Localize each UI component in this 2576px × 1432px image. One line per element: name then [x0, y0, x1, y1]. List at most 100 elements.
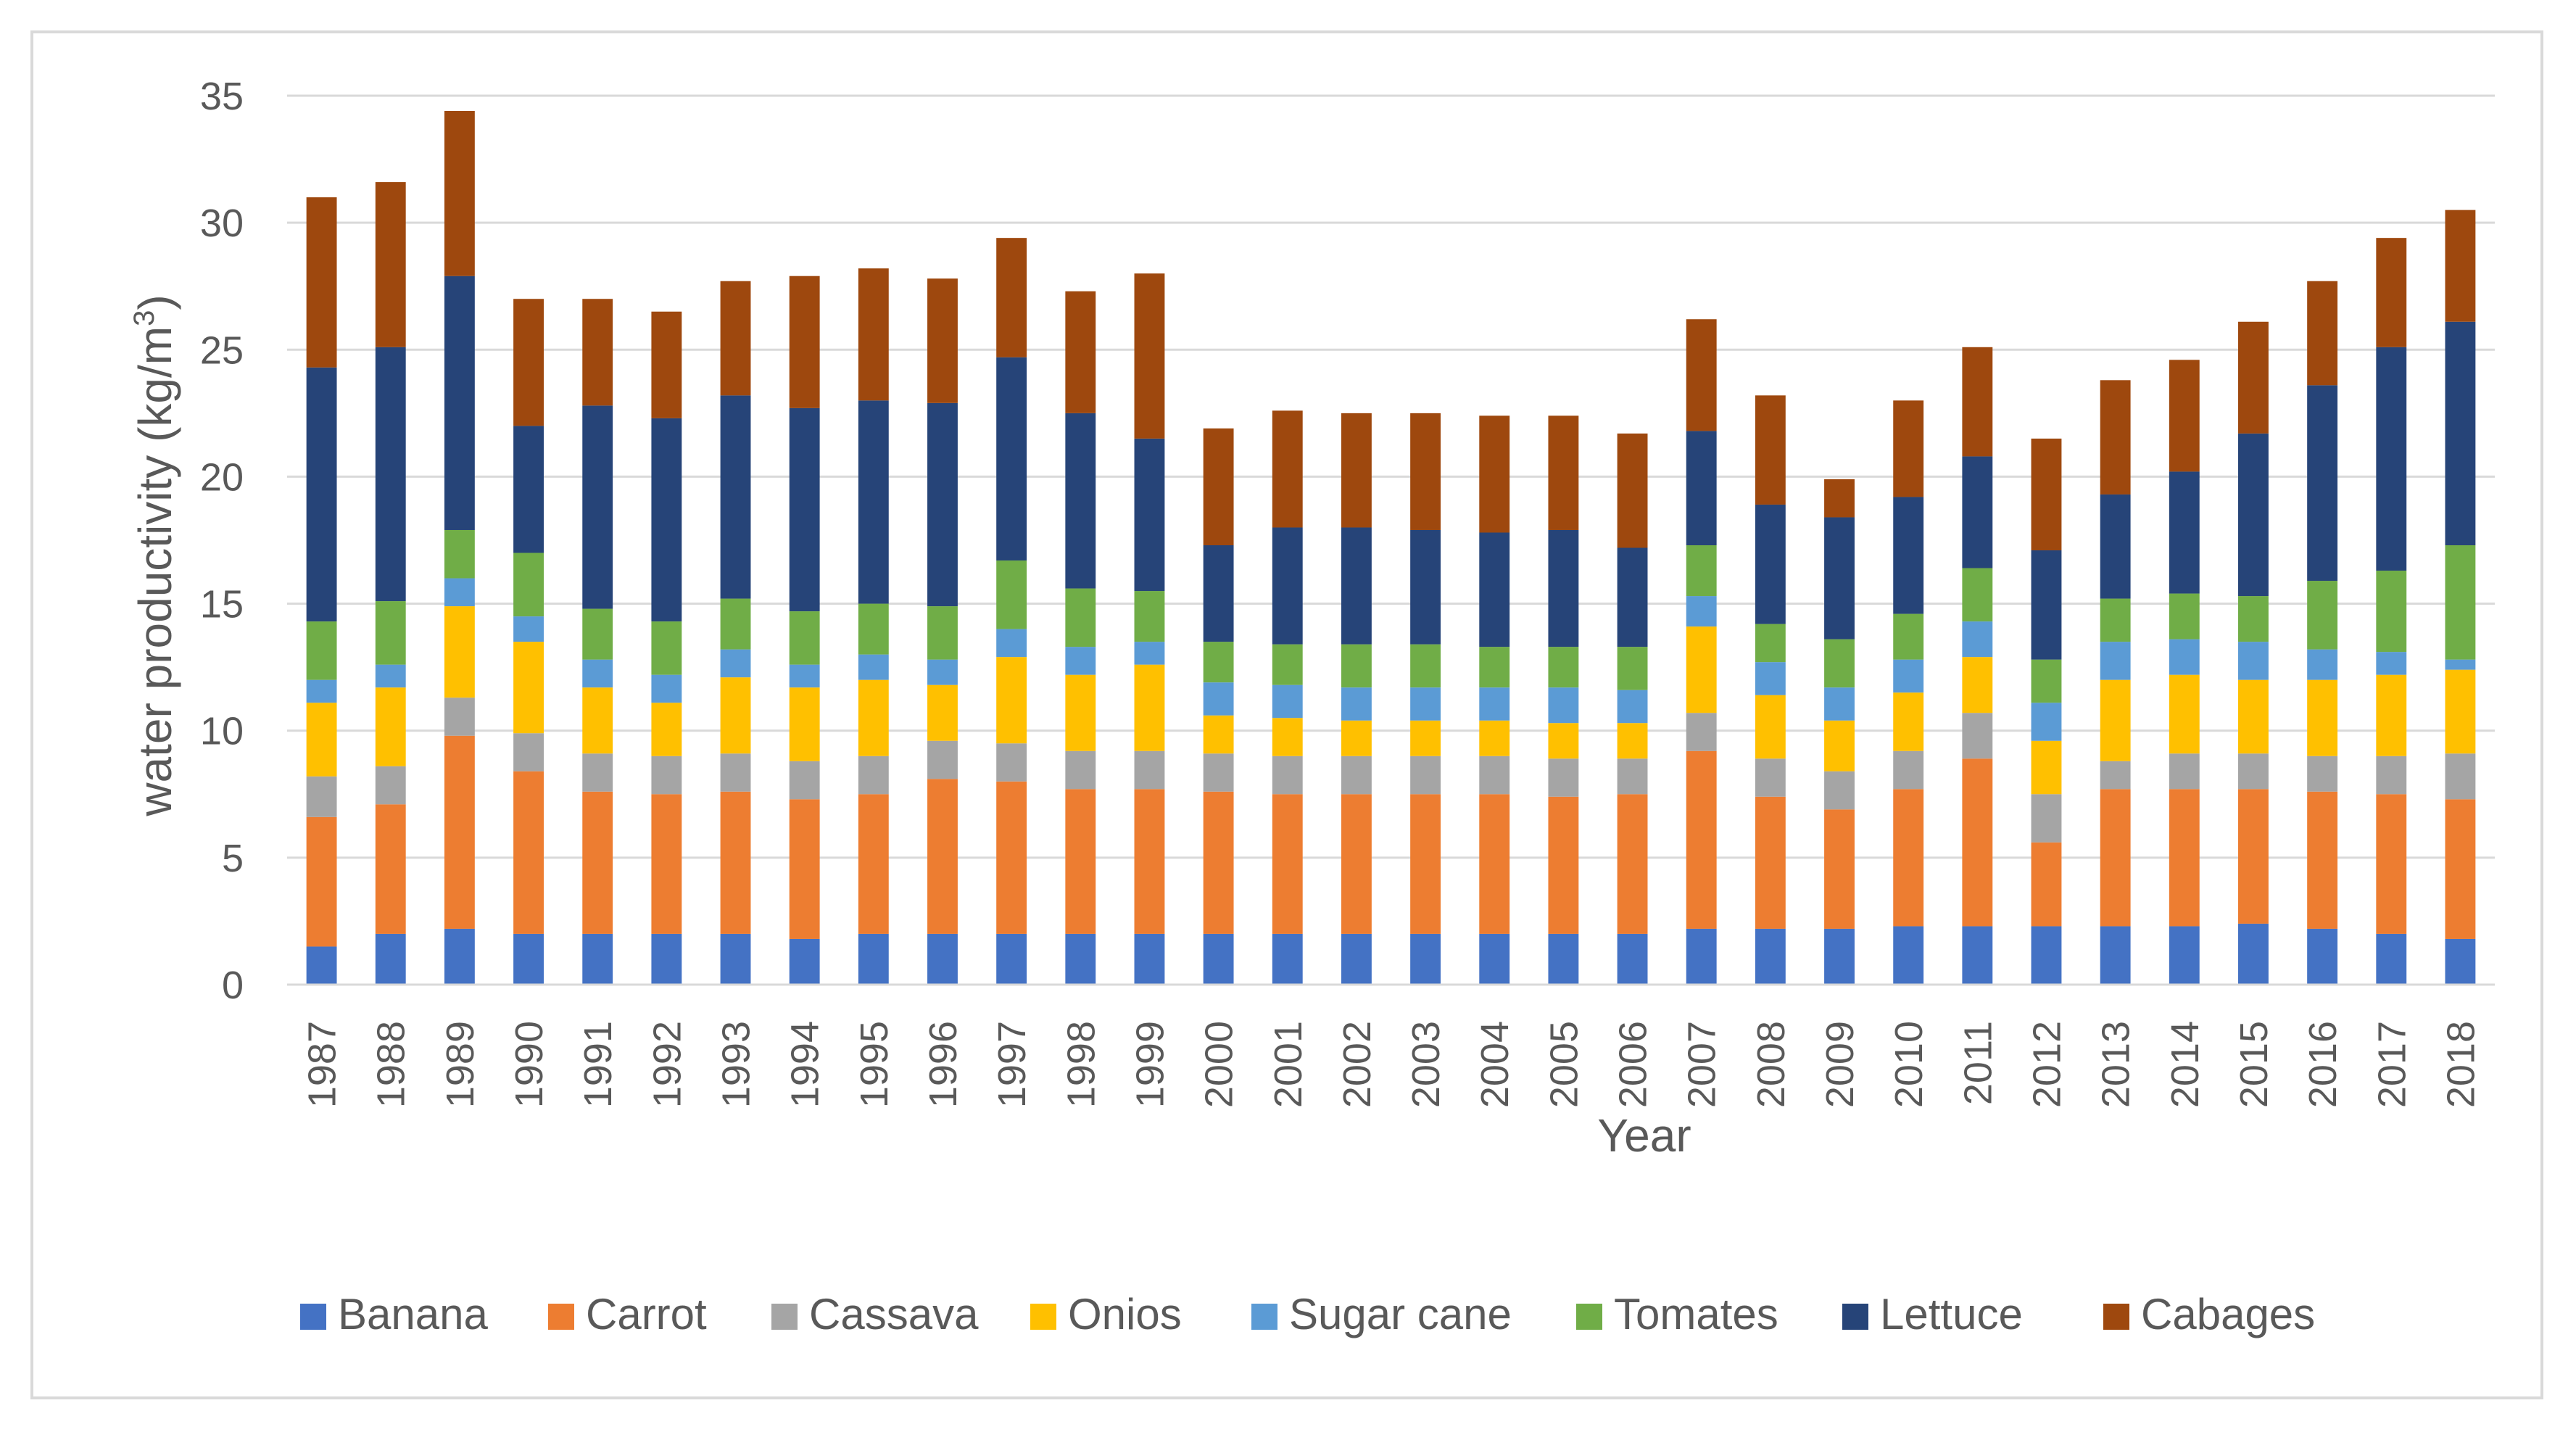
bar-banana-2013	[2100, 926, 2131, 985]
x-tick-label: 2004	[1473, 1021, 1517, 1108]
bar-cassava-2016	[2307, 756, 2338, 792]
bar-sugar-cane-2002	[1341, 687, 1372, 721]
bar-sugar-cane-2009	[1824, 687, 1855, 721]
bar-cabages-1996	[927, 278, 958, 403]
bar-cassava-2006	[1617, 758, 1648, 795]
bar-onios-2005	[1548, 723, 1579, 759]
bar-stack-2001	[1272, 410, 1303, 985]
bar-cassava-2008	[1755, 758, 1786, 797]
bar-lettuce-1997	[996, 357, 1027, 561]
bar-cabages-1990	[513, 299, 544, 426]
bar-cassava-1990	[513, 733, 544, 771]
bar-cabages-1994	[789, 276, 820, 408]
bar-onios-2004	[1479, 720, 1510, 756]
bar-tomates-1992	[651, 621, 682, 675]
x-tick-label: 2000	[1198, 1021, 1241, 1108]
bar-sugar-cane-2015	[2238, 642, 2269, 680]
bar-tomates-2010	[1893, 613, 1924, 660]
bar-carrot-2004	[1479, 794, 1510, 934]
y-tick-label: 30	[200, 202, 244, 245]
bar-lettuce-2015	[2238, 433, 2269, 597]
bar-stack-2008	[1755, 395, 1786, 985]
bar-banana-2016	[2307, 928, 2338, 985]
bar-carrot-2016	[2307, 791, 2338, 929]
bar-banana-1990	[513, 933, 544, 985]
bar-banana-2012	[2031, 926, 2062, 985]
legend-label: Sugar cane	[1289, 1290, 1512, 1338]
y-tick-label: 15	[200, 583, 244, 626]
bar-cassava-2007	[1686, 713, 1717, 751]
bar-cabages-2006	[1617, 433, 1648, 548]
bar-carrot-1994	[789, 799, 820, 939]
bar-lettuce-2001	[1272, 527, 1303, 645]
legend-item-sugar-cane: Sugar cane	[1251, 1290, 1512, 1338]
bar-lettuce-2007	[1686, 431, 1717, 546]
bar-carrot-2009	[1824, 809, 1855, 929]
x-tick-labels: 1987 1988 1989 1990 1991 1992 1993 1994 1995 1996…	[301, 1021, 2483, 1108]
bar-banana-1994	[789, 938, 820, 985]
bar-carrot-1996	[927, 779, 958, 934]
bar-sugar-cane-1993	[720, 649, 751, 678]
bar-lettuce-2014	[2169, 471, 2200, 594]
bar-sugar-cane-1994	[789, 664, 820, 688]
bar-tomates-2006	[1617, 647, 1648, 690]
bar-sugar-cane-1999	[1134, 642, 1165, 665]
bar-cabages-2014	[2169, 360, 2200, 472]
bar-tomates-1989	[444, 529, 475, 579]
bar-cabages-2002	[1341, 413, 1372, 528]
bar-onios-2003	[1410, 720, 1441, 756]
bar-lettuce-2009	[1824, 517, 1855, 640]
bar-lettuce-1994	[789, 407, 820, 612]
bar-tomates-2008	[1755, 624, 1786, 663]
bar-stack-1993	[720, 281, 751, 985]
bar-sugar-cane-2005	[1548, 687, 1579, 724]
bar-banana-1989	[444, 928, 475, 985]
bar-onios-1990	[513, 642, 544, 734]
bar-tomates-1990	[513, 552, 544, 617]
bar-carrot-2002	[1341, 794, 1372, 934]
bar-stack-2014	[2169, 360, 2200, 985]
legend-swatch	[1842, 1304, 1868, 1330]
bar-cassava-2013	[2100, 761, 2131, 790]
bar-sugar-cane-1990	[513, 616, 544, 642]
bar-sugar-cane-1997	[996, 629, 1027, 658]
x-tick-label: 1995	[853, 1021, 896, 1108]
bar-tomates-1999	[1134, 591, 1165, 642]
bar-cabages-1987	[306, 197, 337, 368]
bar-lettuce-2011	[1962, 456, 1993, 568]
x-tick-label: 1998	[1059, 1021, 1103, 1108]
x-tick-label: 1990	[508, 1021, 551, 1108]
bar-carrot-2006	[1617, 794, 1648, 934]
bar-onios-2000	[1203, 715, 1234, 754]
bar-lettuce-1989	[444, 276, 475, 530]
bar-sugar-cane-1989	[444, 578, 475, 607]
bar-cassava-1996	[927, 740, 958, 779]
legend-swatch	[548, 1304, 574, 1330]
bar-tomates-1998	[1065, 588, 1096, 647]
bar-cassava-2012	[2031, 794, 2062, 843]
bar-carrot-2010	[1893, 789, 1924, 927]
bar-stack-2017	[2376, 238, 2407, 985]
bar-carrot-1997	[996, 781, 1027, 934]
bar-tomates-2002	[1341, 644, 1372, 688]
bar-cabages-1999	[1134, 273, 1165, 439]
bar-carrot-2018	[2445, 799, 2476, 939]
bar-banana-2001	[1272, 933, 1303, 985]
bar-lettuce-2003	[1410, 529, 1441, 645]
bar-lettuce-2013	[2100, 494, 2131, 599]
bar-sugar-cane-2010	[1893, 659, 1924, 693]
legend-item-onios: Onios	[1030, 1290, 1182, 1338]
bar-cabages-1991	[582, 299, 613, 406]
bar-cassava-1991	[582, 753, 613, 792]
bar-banana-1991	[582, 933, 613, 985]
bar-stack-2010	[1893, 400, 1924, 985]
bar-cabages-2001	[1272, 410, 1303, 528]
bar-cassava-2015	[2238, 753, 2269, 790]
bar-lettuce-2002	[1341, 527, 1372, 645]
bar-stack-2000	[1203, 428, 1234, 985]
bar-stack-2013	[2100, 380, 2131, 985]
x-tick-label: 2003	[1404, 1021, 1448, 1108]
legend-item-banana: Banana	[300, 1290, 488, 1338]
bar-onios-1998	[1065, 674, 1096, 751]
bar-cassava-1995	[858, 756, 889, 795]
